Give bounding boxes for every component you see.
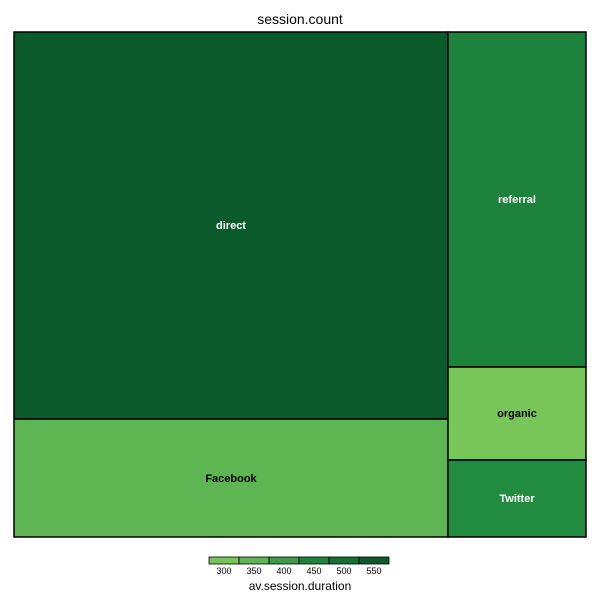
- legend-swatch-1: [238, 556, 270, 565]
- legend-tick-label: 350: [246, 566, 261, 576]
- legend-tick-label: 450: [306, 566, 321, 576]
- tile-direct: [13, 31, 449, 420]
- tile-facebook: [13, 418, 449, 538]
- tile-organic: [447, 366, 587, 461]
- legend-tick-label: 550: [366, 566, 381, 576]
- legend-swatch-3: [298, 556, 330, 565]
- tile-label-direct: direct: [216, 220, 246, 232]
- tile-twitter: [447, 459, 587, 538]
- color-legend: 300 350 400 450 500 550: [208, 556, 390, 576]
- tile-label-twitter: Twitter: [499, 493, 535, 505]
- tile-referral: [447, 31, 587, 368]
- legend-tick-label: 500: [336, 566, 351, 576]
- chart-title: session.count: [257, 11, 343, 27]
- legend-swatch-5: [358, 556, 390, 565]
- legend-title: av.session.duration: [249, 579, 352, 593]
- treemap-tiles: direct Facebook referral organic Twitter: [13, 31, 587, 538]
- legend-tick-label: 400: [276, 566, 291, 576]
- tile-label-organic: organic: [497, 408, 537, 420]
- legend-swatch-2: [268, 556, 300, 565]
- legend-tick-label: 300: [216, 566, 231, 576]
- tile-label-referral: referral: [498, 194, 536, 206]
- tile-label-facebook: Facebook: [205, 473, 257, 485]
- legend-swatch-0: [208, 556, 240, 565]
- legend-swatch-4: [328, 556, 360, 565]
